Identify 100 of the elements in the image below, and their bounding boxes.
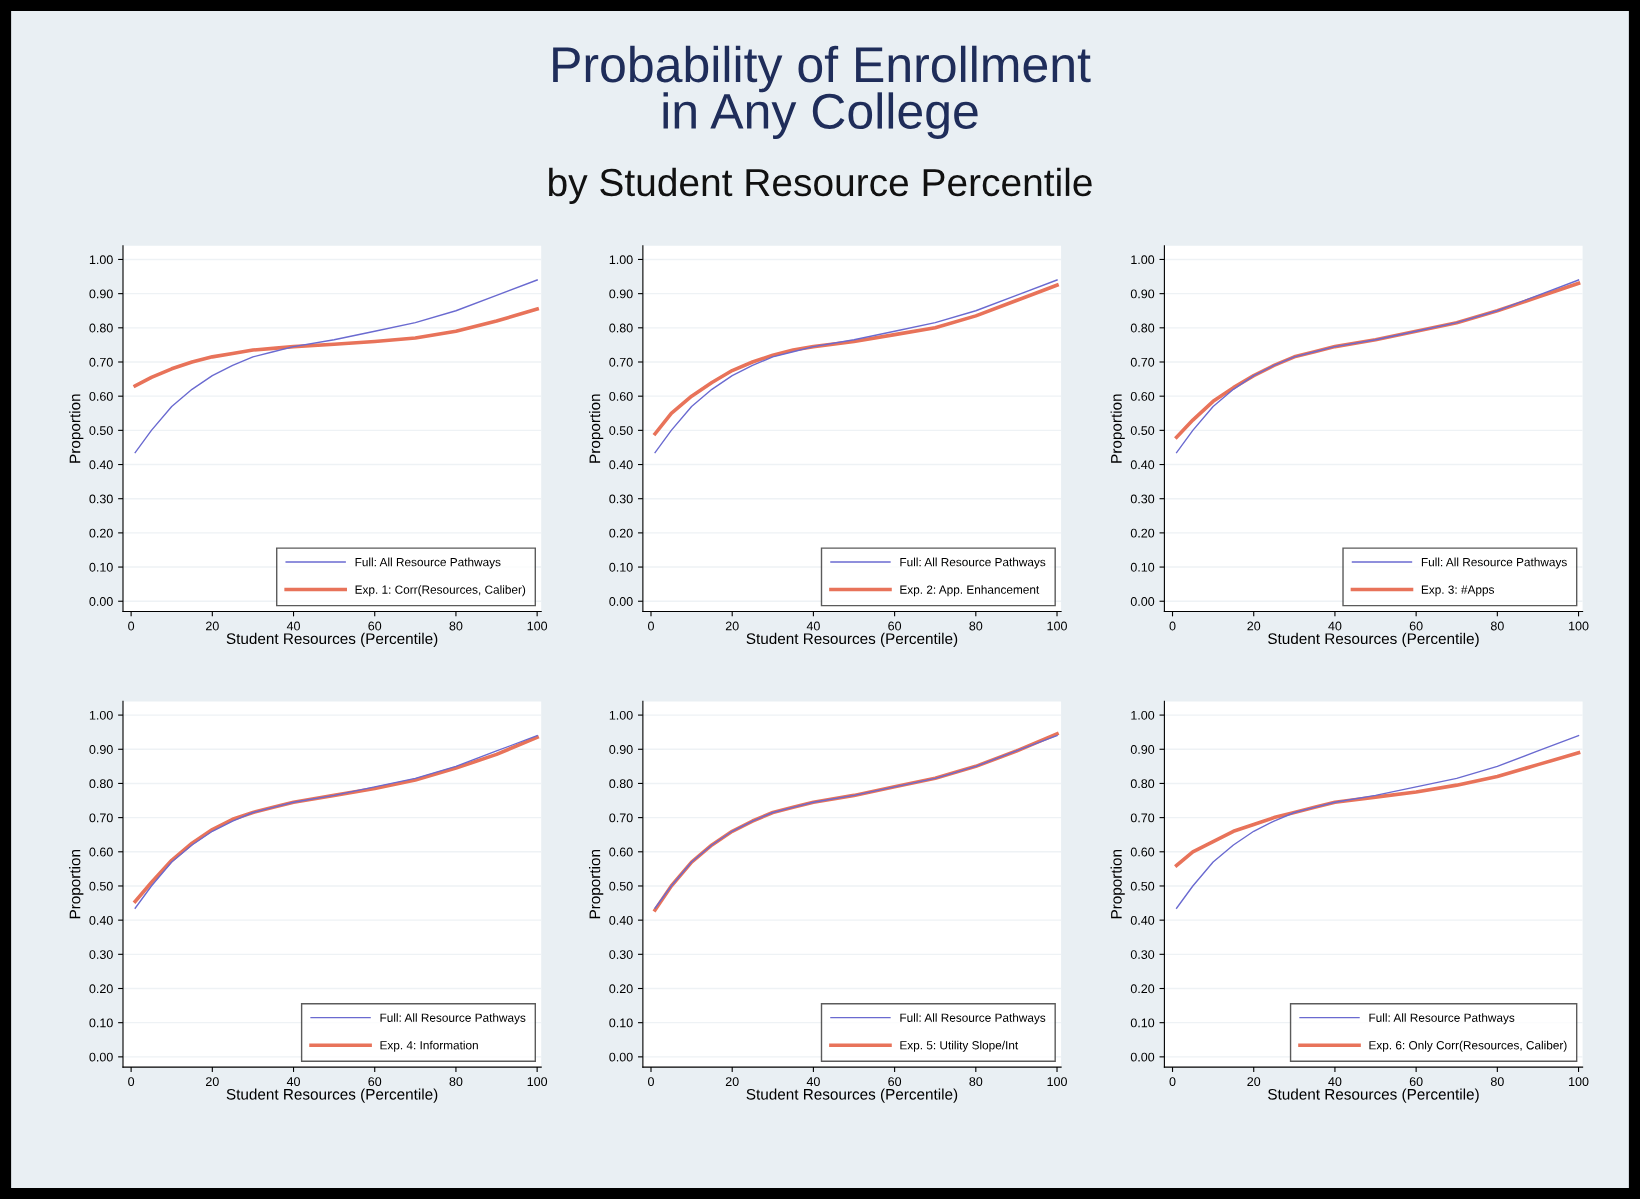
y-tick-label: 0.70 [609, 813, 633, 823]
y-tick-label: 0.30 [609, 950, 633, 959]
x-tick-label: 0 [648, 621, 654, 631]
x-tick-label: 100 [527, 1077, 548, 1087]
legend-label: Exp. 6: Only Corr(Resources, Caliber) [1369, 1040, 1567, 1052]
y-tick-label: 0.20 [1130, 984, 1155, 994]
x-tick-label: 80 [449, 1077, 463, 1087]
y-tick-label: 0.70 [1130, 813, 1155, 823]
y-tick-label: 0.80 [1130, 323, 1155, 333]
y-tick-label: 0.40 [89, 460, 113, 470]
x-tick-label: 20 [725, 621, 739, 631]
legend-label: Full: All Resource Pathways [1369, 1013, 1515, 1025]
y-tick-label: 0.40 [609, 915, 633, 925]
legend-label: Full: All Resource Pathways [380, 1013, 526, 1025]
y-tick-label: 0.10 [1130, 562, 1155, 572]
x-tick-label: 0 [1169, 1077, 1176, 1087]
x-tick-label: 80 [969, 621, 983, 631]
y-tick-label: 0.00 [89, 1052, 113, 1062]
y-tick-label: 0.80 [89, 779, 113, 789]
x-tick-label: 60 [368, 1077, 382, 1087]
legend-label: Full: All Resource Pathways [900, 557, 1046, 569]
y-tick-label: 0.90 [609, 289, 633, 299]
legend-label: Exp. 3: #Apps [1421, 585, 1495, 597]
x-tick-label: 20 [206, 1077, 219, 1087]
y-tick-label: 0.70 [609, 357, 633, 367]
x-tick-label: 100 [1569, 1077, 1589, 1087]
y-tick-label: 0.30 [89, 494, 113, 504]
legend-label: Full: All Resource Pathways [900, 1013, 1046, 1025]
y-axis-title: Proportion [69, 394, 84, 463]
y-tick-label: 0.90 [1130, 745, 1155, 754]
y-tick-label: 0.00 [1130, 597, 1155, 606]
y-tick-label: 0.40 [1130, 460, 1155, 470]
y-tick-label: 0.60 [1130, 391, 1155, 401]
x-axis-title: Student Resources (Percentile) [746, 632, 958, 648]
x-tick-label: 20 [1247, 1077, 1261, 1087]
legend-label: Full: All Resource Pathways [1421, 557, 1567, 569]
x-tick-label: 40 [806, 621, 820, 631]
y-tick-label: 0.10 [609, 562, 633, 572]
y-tick-label: 0.20 [89, 984, 113, 994]
y-axis-title: Proportion [1110, 850, 1125, 919]
x-axis-title: Student Resources (Percentile) [1268, 632, 1479, 648]
x-axis-title: Student Resources (Percentile) [746, 1088, 958, 1103]
x-axis-title: Student Resources (Percentile) [226, 632, 438, 648]
y-tick-label: 0.90 [89, 745, 113, 754]
x-tick-label: 60 [888, 621, 902, 631]
x-tick-label: 40 [286, 1077, 300, 1087]
y-tick-label: 0.20 [89, 528, 113, 538]
y-tick-label: 0.20 [609, 984, 633, 994]
y-tick-label: 0.60 [609, 847, 633, 857]
y-tick-label: 1.00 [609, 255, 633, 265]
text: Probability of Enrollment in Any College [553, 45, 1091, 139]
y-tick-label: 0.50 [1130, 881, 1155, 891]
y-tick-label: 0.80 [609, 779, 633, 789]
x-tick-label: 20 [206, 621, 219, 631]
legend-label: Exp. 1: Corr(Resources, Caliber) [355, 585, 526, 597]
x-tick-label: 100 [1047, 1077, 1067, 1087]
y-tick-label: 0.00 [609, 597, 633, 606]
y-tick-label: 0.60 [609, 391, 633, 401]
y-tick-label: 0.00 [1130, 1052, 1155, 1062]
y-tick-label: 0.30 [1130, 950, 1155, 959]
y-tick-label: 0.70 [89, 813, 113, 823]
x-tick-label: 100 [1047, 621, 1067, 631]
y-tick-label: 0.80 [89, 323, 113, 333]
y-tick-label: 0.50 [609, 426, 633, 435]
y-tick-label: 1.00 [1131, 710, 1155, 720]
x-tick-label: 20 [725, 1077, 739, 1087]
y-tick-label: 0.60 [89, 391, 113, 401]
y-tick-label: 0.90 [89, 289, 113, 299]
legend-label: Exp. 5: Utility Slope/Int [900, 1040, 1019, 1052]
legend-label: Exp. 4: Information [380, 1040, 478, 1052]
x-axis-title: Student Resources (Percentile) [1268, 1088, 1479, 1103]
x-tick-label: 100 [527, 621, 548, 631]
y-axis-title: Proportion [589, 394, 604, 463]
y-tick-label: 0.00 [609, 1052, 633, 1062]
x-tick-label: 60 [1409, 1077, 1423, 1087]
x-tick-label: 100 [1569, 621, 1589, 631]
y-tick-label: 0.90 [1130, 289, 1155, 299]
y-tick-label: 0.40 [609, 460, 633, 470]
x-tick-label: 40 [286, 621, 300, 631]
y-axis-title: Proportion [69, 850, 84, 919]
x-tick-label: 0 [128, 1077, 135, 1087]
y-axis-title: Proportion [589, 850, 604, 919]
y-tick-label: 1.00 [89, 255, 113, 265]
text: by Student Resource Percentile [549, 167, 1092, 204]
y-tick-label: 0.90 [609, 745, 633, 754]
x-tick-label: 40 [806, 1077, 820, 1087]
x-tick-label: 80 [1490, 1077, 1504, 1087]
y-tick-label: 0.60 [1130, 847, 1155, 857]
y-tick-label: 0.50 [1130, 426, 1155, 435]
y-tick-label: 0.30 [1130, 494, 1155, 504]
y-tick-label: 1.00 [1131, 255, 1155, 265]
y-tick-label: 0.50 [89, 426, 113, 435]
y-tick-label: 0.80 [609, 323, 633, 333]
x-tick-label: 40 [1328, 1077, 1342, 1087]
legend-label: Full: All Resource Pathways [355, 557, 501, 569]
y-tick-label: 0.60 [89, 847, 113, 857]
y-tick-label: 0.10 [89, 562, 113, 572]
x-tick-label: 0 [1169, 621, 1176, 631]
y-axis-title: Proportion [1110, 394, 1125, 463]
y-tick-label: 0.40 [1130, 915, 1155, 925]
